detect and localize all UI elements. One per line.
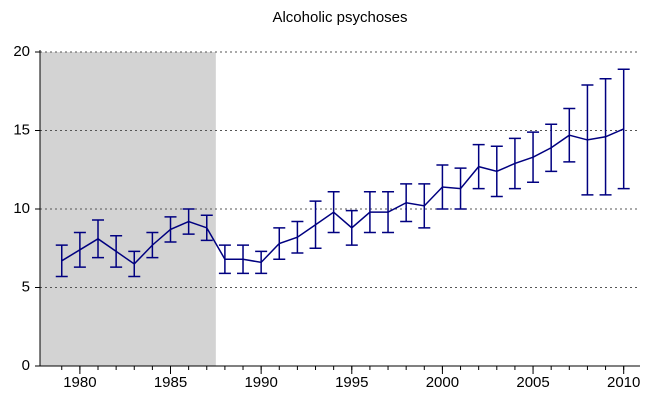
error-bar [400,183,413,223]
error-bar [200,214,213,242]
error-bar [237,244,250,275]
error-bar [363,190,376,234]
error-bar [345,209,358,246]
error-bar [92,219,105,259]
error-bar [472,143,485,190]
y-tick-label: 20 [13,43,30,60]
error-bar [418,183,431,229]
error-bar [436,164,449,210]
y-tick-label: 5 [22,278,30,295]
x-tick-label: 1990 [244,374,277,391]
data-line [61,128,624,265]
error-bar [563,107,576,163]
x-tick-label: 1995 [335,374,368,391]
error-bar [273,227,286,260]
error-bar [327,190,340,234]
x-tick-label: 2010 [607,374,640,391]
error-bar [454,167,467,210]
error-bar [218,244,231,275]
error-bar [255,250,268,275]
error-bar [490,145,503,198]
error-bar [110,234,123,268]
error-bar [527,131,540,184]
chart-title: Alcoholic psychoses [272,9,407,26]
error-bar [55,244,68,278]
error-bar [599,77,612,196]
error-bar [309,200,322,249]
error-bar [73,231,86,268]
error-bar [291,220,304,254]
error-bar [581,84,594,196]
error-bar [164,216,177,243]
y-tick-label: 0 [22,357,30,374]
error-bar [182,208,195,235]
x-tick-label: 1980 [63,374,96,391]
y-tick-label: 10 [13,200,30,217]
x-tick-label: 2005 [516,374,549,391]
error-bar [382,190,395,234]
error-bar [146,231,159,259]
error-bar [508,137,521,190]
x-tick-label: 2000 [426,374,459,391]
x-tick-label: 1985 [154,374,187,391]
error-bar [128,250,141,278]
error-bar [545,123,558,173]
error-bar [617,68,630,190]
y-tick-label: 15 [13,121,30,138]
